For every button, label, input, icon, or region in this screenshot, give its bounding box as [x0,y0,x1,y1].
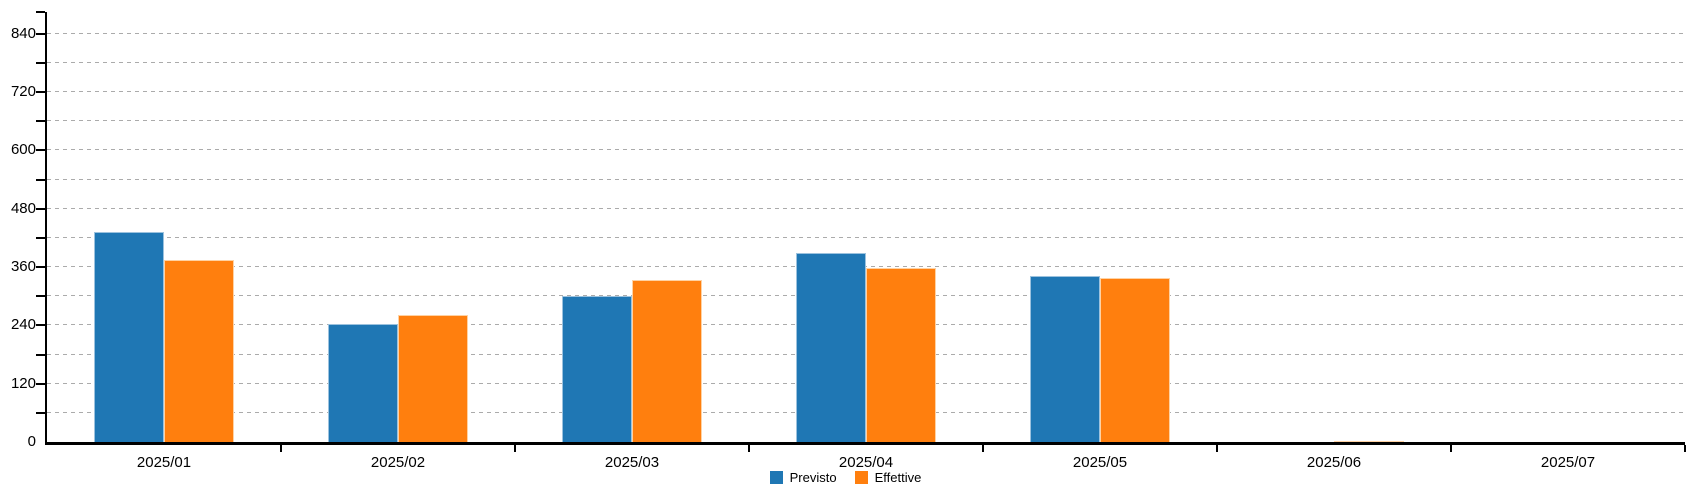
gridline-840 [47,32,1685,34]
y-axis-label-120: 120 [10,374,36,392]
y-tick-660 [36,120,45,123]
y-axis-label-720: 720 [10,83,36,101]
gridline-660 [47,120,1685,122]
x-axis-label-2025-02: 2025/02 [370,454,426,471]
x-axis-label-2025-07: 2025/07 [1540,454,1596,471]
legend: Previsto Effettive [0,471,1691,484]
y-axis-label-840: 840 [10,24,36,42]
x-axis-line [45,442,1685,445]
x-tick-3 [748,445,750,452]
gridline-480 [47,207,1685,209]
bar-effettive-2025-02[interactable] [398,315,468,442]
gridline-780 [47,62,1685,64]
gridline-720 [47,91,1685,93]
y-tick-540 [36,178,45,181]
y-tick-600 [36,149,45,152]
x-tick-2 [514,445,516,452]
bar-previsto-2025-01[interactable] [94,232,164,442]
y-tick-300 [36,295,45,298]
gridline-600 [47,149,1685,151]
bar-previsto-2025-05[interactable] [1030,276,1100,442]
y-tick-780 [36,62,45,65]
legend-label-previsto: Previsto [789,470,837,485]
y-tick-180 [36,353,45,356]
x-tick-5 [1216,445,1218,452]
bar-previsto-2025-02[interactable] [328,324,398,442]
y-tick-420 [36,236,45,239]
gridline-540 [47,178,1685,180]
y-axis-label-0: 0 [27,433,36,450]
y-tick-720 [36,91,45,94]
y-tick-840 [36,32,45,35]
x-axis-label-2025-06: 2025/06 [1306,454,1362,471]
x-tick-6 [1450,445,1452,452]
bar-previsto-2025-04[interactable] [796,253,866,442]
plot-area: 0 120 240 360 480 600 720 840 2025/01 2025/02 2025… [11,11,1686,471]
y-tick-360 [36,266,45,269]
legend-swatch-effettive [854,471,868,484]
y-axis-label-240: 240 [10,316,36,334]
x-tick-7 [1684,445,1686,452]
y-axis-label-480: 480 [10,199,36,217]
y-axis-top-tick [36,11,45,13]
bar-previsto-2025-03[interactable] [562,296,632,442]
x-axis-label-2025-03: 2025/03 [604,454,660,471]
bar-effettive-2025-04[interactable] [866,268,936,442]
x-tick-4 [982,445,984,452]
x-axis-label-2025-01: 2025/01 [136,454,192,471]
y-tick-240 [36,324,45,327]
y-axis-label-360: 360 [10,258,36,276]
y-axis-line [45,12,47,445]
y-tick-60 [36,411,45,414]
y-tick-120 [36,382,45,385]
gridline-360 [47,266,1685,268]
bar-effettive-2025-06[interactable] [1334,441,1404,442]
x-tick-1 [280,445,282,452]
y-axis-label-600: 600 [10,141,36,159]
legend-swatch-previsto [769,471,783,484]
bar-effettive-2025-01[interactable] [164,260,234,442]
legend-label-effettive: Effettive [874,470,922,485]
legend-item-previsto[interactable]: Previsto [769,470,837,485]
x-axis-label-2025-05: 2025/05 [1072,454,1128,471]
bar-effettive-2025-05[interactable] [1100,278,1170,442]
bar-effettive-2025-03[interactable] [632,280,702,442]
legend-item-effettive[interactable]: Effettive [854,470,922,485]
x-axis-label-2025-04: 2025/04 [838,454,894,471]
gridline-420 [47,236,1685,238]
y-tick-480 [36,207,45,210]
